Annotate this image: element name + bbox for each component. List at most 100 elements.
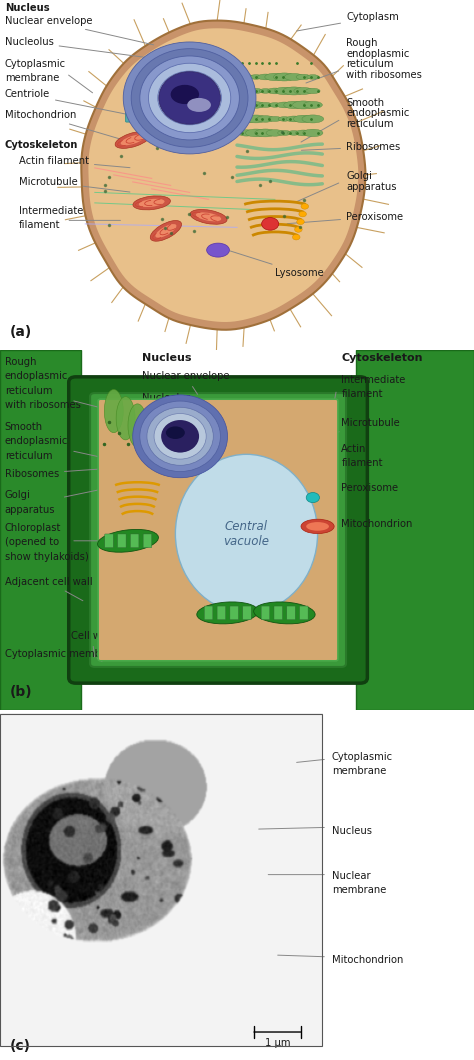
FancyBboxPatch shape <box>287 606 295 620</box>
Ellipse shape <box>259 103 272 107</box>
Ellipse shape <box>128 404 147 447</box>
Ellipse shape <box>302 114 324 123</box>
FancyBboxPatch shape <box>243 606 251 620</box>
Text: Mitochondrion: Mitochondrion <box>332 955 403 965</box>
Ellipse shape <box>254 602 315 624</box>
Ellipse shape <box>133 395 228 478</box>
Text: Cytoplasmic: Cytoplasmic <box>5 59 66 70</box>
Ellipse shape <box>249 88 263 93</box>
Text: Cytoplasm: Cytoplasm <box>258 614 337 644</box>
Ellipse shape <box>121 135 145 145</box>
Ellipse shape <box>267 88 283 94</box>
Text: Mitochondrion: Mitochondrion <box>5 110 120 139</box>
Text: Rough: Rough <box>5 357 36 367</box>
Text: Cytoplasm: Cytoplasm <box>297 13 399 31</box>
Ellipse shape <box>259 89 272 93</box>
FancyBboxPatch shape <box>217 606 226 620</box>
Text: membrane: membrane <box>332 885 386 895</box>
Text: endoplasmic: endoplasmic <box>5 371 68 382</box>
Ellipse shape <box>133 196 171 210</box>
Text: Actin: Actin <box>341 443 367 454</box>
FancyBboxPatch shape <box>126 112 133 122</box>
Text: filament: filament <box>19 220 61 230</box>
Ellipse shape <box>306 523 329 531</box>
Ellipse shape <box>266 129 284 136</box>
Circle shape <box>292 234 300 240</box>
Text: filament: filament <box>341 389 383 400</box>
FancyBboxPatch shape <box>98 400 338 660</box>
FancyBboxPatch shape <box>105 534 113 548</box>
Text: with ribosomes: with ribosomes <box>346 70 422 80</box>
Text: Nucleolus: Nucleolus <box>5 37 158 59</box>
Circle shape <box>306 493 319 502</box>
FancyBboxPatch shape <box>143 534 152 548</box>
Ellipse shape <box>237 88 255 94</box>
Text: reticulum: reticulum <box>346 59 393 70</box>
Ellipse shape <box>148 64 231 132</box>
Text: Nuclear: Nuclear <box>332 871 370 881</box>
FancyBboxPatch shape <box>118 534 126 548</box>
FancyBboxPatch shape <box>137 112 145 122</box>
Ellipse shape <box>197 602 258 624</box>
Text: Nucleus: Nucleus <box>142 353 191 364</box>
Ellipse shape <box>159 72 220 124</box>
Ellipse shape <box>115 131 150 148</box>
Ellipse shape <box>278 130 291 136</box>
Ellipse shape <box>284 73 303 81</box>
Ellipse shape <box>269 103 281 107</box>
Ellipse shape <box>171 85 199 104</box>
Text: Intermediate: Intermediate <box>341 375 406 385</box>
Text: endoplasmic: endoplasmic <box>346 108 410 119</box>
Text: Intermediate: Intermediate <box>19 207 83 216</box>
Text: Central
vacuole: Central vacuole <box>223 519 270 548</box>
Text: Smooth: Smooth <box>5 422 43 431</box>
FancyBboxPatch shape <box>300 606 308 620</box>
Ellipse shape <box>147 407 213 465</box>
Ellipse shape <box>274 87 294 94</box>
Text: (a): (a) <box>9 325 32 339</box>
Ellipse shape <box>140 411 159 455</box>
Ellipse shape <box>268 117 282 122</box>
Text: Microtubule: Microtubule <box>325 419 400 436</box>
Ellipse shape <box>123 42 256 154</box>
Text: Cytoplasmic membrane: Cytoplasmic membrane <box>5 649 123 659</box>
Ellipse shape <box>104 389 123 432</box>
Text: filament: filament <box>341 458 383 467</box>
Ellipse shape <box>288 130 300 136</box>
Text: Peroxisome: Peroxisome <box>287 212 403 224</box>
Text: endoplasmic: endoplasmic <box>346 49 410 59</box>
FancyBboxPatch shape <box>230 606 238 620</box>
FancyBboxPatch shape <box>0 350 81 710</box>
Ellipse shape <box>303 102 322 108</box>
Ellipse shape <box>306 88 320 93</box>
FancyBboxPatch shape <box>69 377 367 684</box>
Ellipse shape <box>207 243 229 258</box>
Ellipse shape <box>255 129 276 137</box>
Text: Cytoskeleton: Cytoskeleton <box>5 140 78 149</box>
Text: Nucleus: Nucleus <box>5 3 49 14</box>
Ellipse shape <box>140 56 239 140</box>
Text: Rough: Rough <box>346 38 377 49</box>
Text: Mitochondrion: Mitochondrion <box>325 519 413 529</box>
Text: Golgi: Golgi <box>346 172 372 181</box>
Text: Adjacent cell wall: Adjacent cell wall <box>5 577 92 601</box>
Text: (opened to: (opened to <box>5 537 59 547</box>
Text: Cell wall: Cell wall <box>71 631 113 657</box>
Ellipse shape <box>162 421 198 452</box>
Ellipse shape <box>236 101 257 109</box>
FancyBboxPatch shape <box>130 534 139 548</box>
Text: Actin filament: Actin filament <box>19 156 130 167</box>
Ellipse shape <box>296 74 310 80</box>
Text: reticulum: reticulum <box>5 386 52 395</box>
FancyBboxPatch shape <box>204 606 213 620</box>
Text: membrane: membrane <box>332 766 386 776</box>
Ellipse shape <box>140 401 220 472</box>
Ellipse shape <box>155 224 176 237</box>
Ellipse shape <box>154 413 206 459</box>
Circle shape <box>301 204 309 209</box>
Ellipse shape <box>236 116 257 123</box>
FancyBboxPatch shape <box>261 606 270 620</box>
Ellipse shape <box>250 74 262 80</box>
Text: Cytoskeleton: Cytoskeleton <box>341 353 423 364</box>
Ellipse shape <box>303 129 323 137</box>
